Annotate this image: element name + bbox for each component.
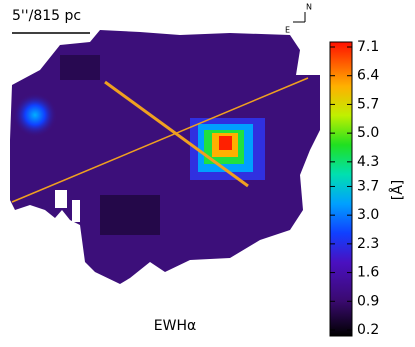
colorbar-tick-label: 5.7	[357, 96, 379, 112]
hole	[55, 190, 67, 208]
blob	[219, 136, 232, 150]
colorbar-tick-label: 4.3	[357, 154, 379, 170]
map-region	[10, 30, 320, 284]
colorbar-tick-label: 5.0	[357, 125, 379, 141]
colorbar-tick-label: 0.9	[357, 293, 379, 309]
dark-patch	[100, 195, 160, 235]
compass-n: N	[306, 3, 312, 12]
slit	[104, 80, 249, 188]
compass	[293, 12, 306, 23]
scale-label: 5''/815 pc	[12, 8, 81, 24]
blob	[13, 93, 57, 137]
colorbar-label: [Å]	[389, 180, 406, 201]
colorbar-tick-label: 6.4	[357, 68, 379, 84]
colorbar	[329, 41, 353, 337]
colorbar-tick-label: 0.2	[357, 322, 379, 338]
dark-patch	[60, 55, 100, 80]
colorbar-tick-label: 2.3	[357, 236, 379, 252]
colorbar-tick-label: 1.6	[357, 265, 379, 281]
colorbar-tick-label: 3.0	[357, 207, 379, 223]
hole	[72, 200, 80, 222]
colorbar-tick-label: 7.1	[357, 39, 379, 55]
colorbar-tick-label: 3.7	[357, 178, 379, 194]
chart-title: EWHα	[154, 318, 196, 334]
slit	[11, 77, 309, 203]
compass-e: E	[285, 26, 290, 35]
map	[10, 30, 320, 284]
